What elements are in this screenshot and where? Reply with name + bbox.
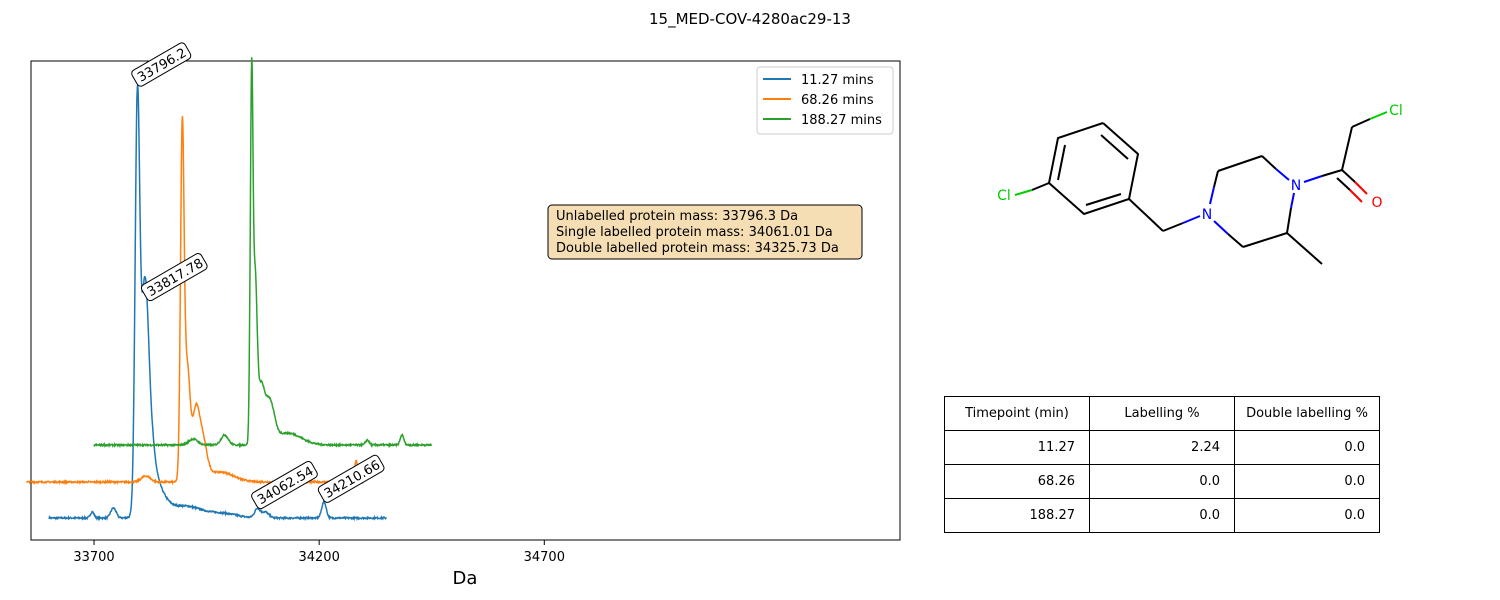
- x-tick-label: 34200: [298, 550, 339, 565]
- table-row: 188.27 0.0 0.0: [944, 498, 1380, 533]
- table-header-double-labelling: Double labelling %: [1234, 396, 1380, 431]
- info-unlabelled: Unlabelled protein mass: 33796.3 Da: [556, 209, 798, 224]
- series-line-3: [93, 57, 433, 449]
- legend-label-series-3: 188.27 mins: [801, 113, 882, 128]
- x-tick-label: 33700: [73, 550, 114, 565]
- table-cell: 11.27: [944, 430, 1090, 465]
- table-row: 68.26 0.0 0.0: [944, 464, 1380, 499]
- table-cell: 2.24: [1089, 430, 1235, 465]
- annotation-label-3: 34062.54: [251, 461, 318, 510]
- labelling-table: Timepoint (min) Labelling % Double label…: [944, 396, 1380, 533]
- series-line-2: [25, 116, 365, 486]
- table-cell: 0.0: [1089, 498, 1235, 533]
- table-row: 11.27 2.24 0.0: [944, 430, 1380, 465]
- table-cell: 0.0: [1089, 464, 1235, 499]
- table-cell: 0.0: [1234, 430, 1380, 465]
- plot-frame: [30, 60, 901, 541]
- x-tick-label: 34700: [524, 550, 565, 565]
- atom-label-n-1: N: [1202, 207, 1212, 223]
- table-cell: 0.0: [1234, 464, 1380, 499]
- atom-label-cl-2: Cl: [1389, 103, 1403, 119]
- table-header-timepoint: Timepoint (min): [944, 396, 1090, 431]
- series-line-1: [48, 84, 388, 522]
- annotation-label-4: 34210.66: [317, 454, 385, 503]
- annotation-label-1: 33796.2: [131, 42, 192, 87]
- info-box: Unlabelled protein mass: 33796.3 Da Sing…: [547, 204, 863, 260]
- info-double: Double labelled protein mass: 34325.73 D…: [556, 241, 839, 256]
- atom-label-cl-1: Cl: [997, 188, 1011, 204]
- series-layer: [25, 57, 433, 522]
- table-cell: 188.27: [944, 498, 1090, 533]
- legend-label-series-2: 68.26 mins: [801, 93, 874, 108]
- annotation-label-2: 33817.78: [140, 253, 208, 302]
- table-cell: 68.26: [944, 464, 1090, 499]
- atom-label-n-2: N: [1291, 178, 1301, 194]
- legend-label-series-1: 11.27 mins: [801, 73, 874, 88]
- atom-label-o: O: [1371, 195, 1382, 211]
- table-header-labelling: Labelling %: [1089, 396, 1235, 431]
- legend: 11.27 mins 68.26 mins 188.27 mins: [756, 66, 894, 135]
- info-single: Single labelled protein mass: 34061.01 D…: [556, 225, 833, 240]
- x-axis: 33700 34200 34700: [73, 540, 565, 565]
- molecule-atom-labels: Cl N N Cl O: [997, 103, 1403, 223]
- table-header-row: Timepoint (min) Labelling % Double label…: [944, 396, 1380, 431]
- x-axis-label: Da: [453, 568, 478, 589]
- figure-title: 15_MED-COV-4280ac29-13: [649, 10, 851, 29]
- annotations: 33796.2 33817.78 34062.54 34210.66: [131, 42, 385, 510]
- table-cell: 0.0: [1234, 498, 1380, 533]
- molecule-structure: [1014, 111, 1388, 265]
